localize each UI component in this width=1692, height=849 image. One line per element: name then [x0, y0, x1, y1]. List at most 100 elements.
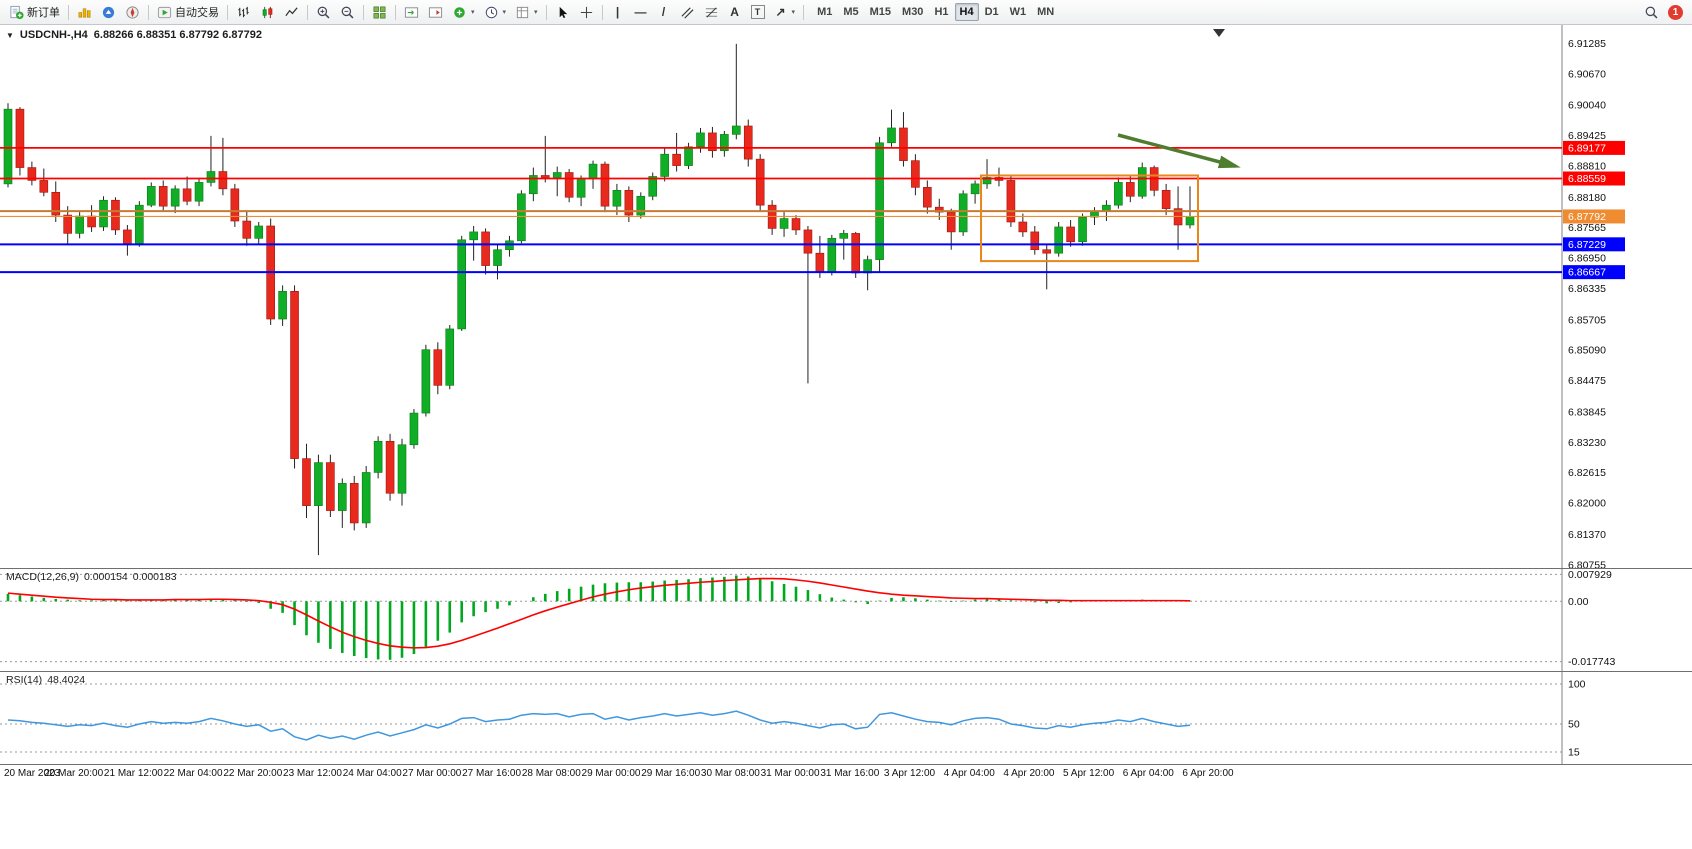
- macd-signal-line: [7, 577, 1191, 649]
- chart-shift-button[interactable]: [424, 2, 447, 22]
- price-chart-pane[interactable]: ▼ USDCNH-,H4 6.88266 6.88351 6.87792 6.8…: [0, 25, 1692, 568]
- tab-timeframe-w1[interactable]: W1: [1005, 3, 1032, 21]
- navigator-button[interactable]: [121, 2, 144, 22]
- tab-timeframe-m1[interactable]: M1: [812, 3, 837, 21]
- period-button[interactable]: ▾: [480, 2, 511, 22]
- zoom-out-icon: [341, 6, 354, 18]
- notification-badge[interactable]: 1: [1668, 4, 1683, 20]
- tab-timeframe-m5[interactable]: M5: [838, 3, 863, 21]
- chart-window: ▼ USDCNH-,H4 6.88266 6.88351 6.87792 6.8…: [0, 25, 1692, 849]
- clock-icon: [485, 6, 497, 18]
- vertical-line-button[interactable]: |: [607, 2, 629, 22]
- charts-button[interactable]: [73, 2, 96, 22]
- time-axis-label: 20 Mar 2023: [4, 768, 61, 779]
- chart-shift-icon: [428, 6, 443, 18]
- candles-group: [3, 43, 1195, 556]
- fibonacci-icon: [705, 6, 717, 18]
- pane-splitter[interactable]: [0, 568, 1692, 569]
- svg-text:6.86667: 6.86667: [1568, 267, 1606, 279]
- templates-button[interactable]: ▾: [511, 2, 542, 22]
- svg-text:6.84475: 6.84475: [1568, 375, 1606, 387]
- trendline-button[interactable]: /: [653, 2, 675, 22]
- macd-histogram: [6, 575, 1192, 660]
- search-icon: [1645, 6, 1658, 18]
- toolbar-separator: [148, 4, 149, 20]
- toolbar-separator: [227, 4, 228, 20]
- tab-timeframe-h1[interactable]: H1: [929, 3, 953, 21]
- fibonacci-button[interactable]: [700, 2, 723, 22]
- crosshair-icon: [580, 6, 592, 18]
- macd-value-1: 0.000154: [83, 571, 128, 583]
- add-indicator-button[interactable]: ▾: [448, 2, 479, 22]
- macd-plot: 0.007929 0.00 -0.017743: [0, 569, 1615, 671]
- svg-text:6.83230: 6.83230: [1568, 437, 1606, 449]
- text-button[interactable]: A: [724, 2, 746, 22]
- zoom-in-button[interactable]: [312, 2, 335, 22]
- svg-text:6.87792: 6.87792: [1568, 211, 1606, 223]
- macd-pane[interactable]: MACD(12,26,9) 0.000154 0.000183 0.007929…: [0, 569, 1692, 671]
- tab-timeframe-m30[interactable]: M30: [897, 3, 928, 21]
- arrow-tool-icon: ↗: [775, 5, 786, 19]
- toolbar-separator: [803, 4, 805, 20]
- autotrade-button[interactable]: 自动交易: [153, 2, 223, 22]
- chart-symbol-title: USDCNH-,H4: [19, 29, 88, 41]
- tab-timeframe-d1[interactable]: D1: [980, 3, 1004, 21]
- candlestick-plot: 6.91285 6.90670 6.90040 6.89425 6.88810 6.881…: [0, 25, 1625, 568]
- cursor-icon: [559, 6, 567, 18]
- horizontal-line-button[interactable]: —: [630, 2, 652, 22]
- tab-timeframe-mn[interactable]: MN: [1032, 3, 1059, 21]
- toolbar-separator: [363, 4, 364, 20]
- chevron-down-icon: ▾: [534, 8, 538, 16]
- search-button[interactable]: [1640, 2, 1663, 22]
- cursor-button[interactable]: [551, 2, 574, 22]
- rsi-pane[interactable]: RSI(14) 48.4024 100 50 15: [0, 672, 1692, 764]
- svg-text:50: 50: [1568, 719, 1580, 731]
- time-axis-label: 6 Apr 20:00: [1182, 768, 1234, 779]
- candlestick-chart-button[interactable]: [256, 2, 279, 22]
- svg-text:6.88180: 6.88180: [1568, 192, 1606, 204]
- crosshair-button[interactable]: [575, 2, 598, 22]
- chart-title: ▼ USDCNH-,H4 6.88266 6.88351 6.87792 6.8…: [6, 29, 262, 41]
- equidistant-channel-button[interactable]: [676, 2, 699, 22]
- time-axis-label: 3 Apr 12:00: [883, 768, 936, 779]
- time-axis[interactable]: 20 Mar 2023 20 Mar 20:00 21 Mar 12:00 22 Ma…: [0, 765, 1692, 783]
- pane-splitter[interactable]: [0, 764, 1692, 765]
- svg-text:6.80755: 6.80755: [1568, 559, 1606, 568]
- scroll-to-end-marker: [1213, 29, 1225, 37]
- tab-timeframe-h4[interactable]: H4: [954, 3, 979, 21]
- pane-splitter[interactable]: [0, 671, 1692, 672]
- new-order-button[interactable]: 新订单: [5, 2, 64, 22]
- rsi-line: [7, 710, 1191, 741]
- svg-text:0.00: 0.00: [1568, 596, 1589, 608]
- svg-text:6.87565: 6.87565: [1568, 222, 1606, 234]
- main-toolbar: 新订单 自动交易: [0, 0, 1692, 25]
- tab-timeframe-m15[interactable]: M15: [865, 3, 896, 21]
- toolbar-separator: [307, 4, 308, 20]
- text-label-icon: T: [750, 5, 765, 19]
- text-label-button[interactable]: T: [747, 2, 769, 22]
- svg-text:6.89425: 6.89425: [1568, 130, 1606, 142]
- price-badge: 6.86667: [1563, 265, 1625, 280]
- time-axis-label: 31 Mar 00:00: [760, 768, 820, 779]
- time-axis-label: 5 Apr 12:00: [1063, 768, 1115, 779]
- chevron-down-icon: ▾: [791, 8, 796, 16]
- svg-text:6.88559: 6.88559: [1568, 173, 1606, 185]
- tile-windows-icon: [373, 6, 386, 18]
- time-axis-label: 6 Apr 04:00: [1122, 768, 1174, 779]
- svg-text:6.85090: 6.85090: [1568, 345, 1606, 357]
- one-click-trading-toggle[interactable]: ▼: [6, 30, 14, 40]
- time-axis-label: 29 Mar 00:00: [581, 768, 641, 779]
- market-watch-button[interactable]: [97, 2, 120, 22]
- autotrade-icon: [157, 6, 172, 18]
- rsi-value: 48.4024: [47, 674, 86, 686]
- time-axis-label: 22 Mar 20:00: [223, 768, 283, 779]
- line-chart-button[interactable]: [280, 2, 303, 22]
- svg-text:100: 100: [1568, 679, 1586, 691]
- bars-chart-button[interactable]: [232, 2, 255, 22]
- svg-text:6.81370: 6.81370: [1568, 529, 1606, 541]
- arrows-button[interactable]: ↗ ▾: [770, 2, 800, 22]
- tile-windows-button[interactable]: [368, 2, 391, 22]
- auto-scroll-button[interactable]: [400, 2, 423, 22]
- toolbar-separator: [601, 4, 603, 20]
- zoom-out-button[interactable]: [336, 2, 359, 22]
